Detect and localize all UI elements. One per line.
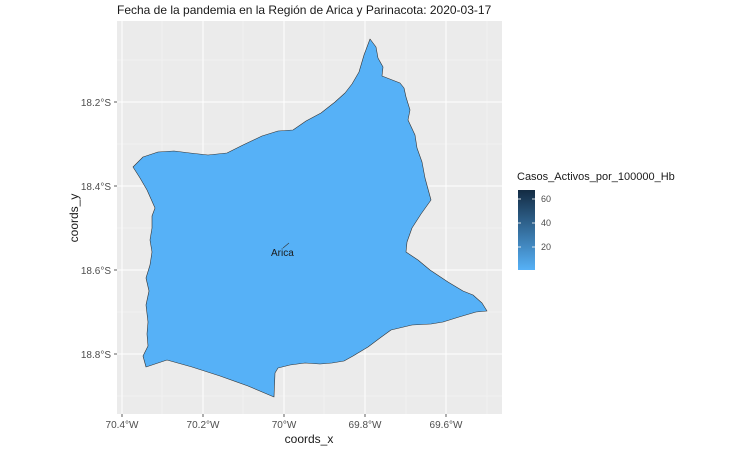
legend: Casos_Activos_por_100000_Hb 60 40 20 <box>517 171 675 270</box>
x-tick-label: 69.6°W <box>430 420 463 431</box>
place-label-arica: Arica <box>271 248 294 259</box>
y-tick-labels: 18.2°S 18.4°S 18.6°S 18.8°S <box>81 98 111 361</box>
legend-tick-label: 60 <box>541 194 551 204</box>
axis-ticks <box>114 101 447 417</box>
legend-tick-label: 20 <box>541 242 551 252</box>
y-tick-label: 18.2°S <box>81 98 111 109</box>
x-tick-labels: 70.4°W 70.2°W 70°W 69.8°W 69.6°W <box>106 420 463 431</box>
map-title: Fecha de la pandemia en la Región de Ari… <box>117 3 492 17</box>
legend-tick-label: 40 <box>541 218 551 228</box>
x-tick-label: 70.4°W <box>106 420 139 431</box>
legend-tick-marks <box>518 198 535 248</box>
legend-title: Casos_Activos_por_100000_Hb <box>517 171 675 183</box>
x-tick-label: 70.2°W <box>187 420 220 431</box>
x-axis-title: coords_x <box>285 432 334 446</box>
y-tick-label: 18.4°S <box>81 182 111 193</box>
arica-leader-line <box>282 242 290 249</box>
region-polygon-arica-parinacota[interactable] <box>132 38 488 398</box>
x-tick-label: 69.8°W <box>349 420 382 431</box>
y-tick-label: 18.6°S <box>81 266 111 277</box>
legend-colorbar <box>518 190 535 270</box>
x-tick-label: 70°W <box>272 420 297 431</box>
y-tick-label: 18.8°S <box>81 350 111 361</box>
y-axis-title: coords_y <box>67 194 81 243</box>
